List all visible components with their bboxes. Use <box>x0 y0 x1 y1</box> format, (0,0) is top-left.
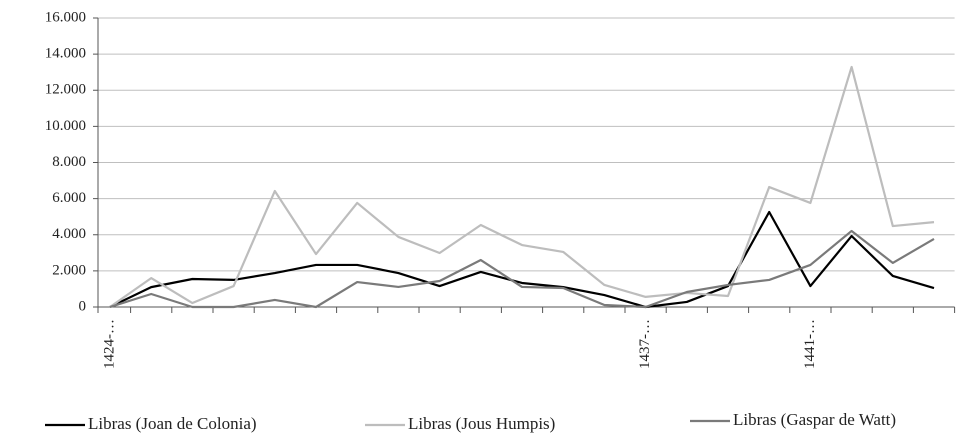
x-tick-label: 1424-… <box>101 319 117 369</box>
x-tick-label: 1437-… <box>637 319 653 369</box>
series-line <box>109 229 935 309</box>
y-tick-label: 0 <box>79 298 87 314</box>
y-tick-label: 16.000 <box>45 9 86 25</box>
y-tick-label: 2.000 <box>52 262 86 278</box>
x-tick-label: 1441-… <box>802 319 818 369</box>
legend-label: Libras (Jous Humpis) <box>408 414 555 433</box>
y-tick-label: 10.000 <box>45 118 86 134</box>
series-line <box>109 65 935 308</box>
y-tick-label: 8.000 <box>52 154 86 170</box>
y-tick-label: 14.000 <box>45 46 86 62</box>
y-tick-label: 4.000 <box>52 226 86 242</box>
y-tick-label: 6.000 <box>52 190 86 206</box>
legend-label: Libras (Gaspar de Watt) <box>733 410 896 429</box>
y-tick-label: 12.000 <box>45 82 86 98</box>
legend-label: Libras (Joan de Colonia) <box>88 414 257 433</box>
series-line <box>109 210 935 309</box>
